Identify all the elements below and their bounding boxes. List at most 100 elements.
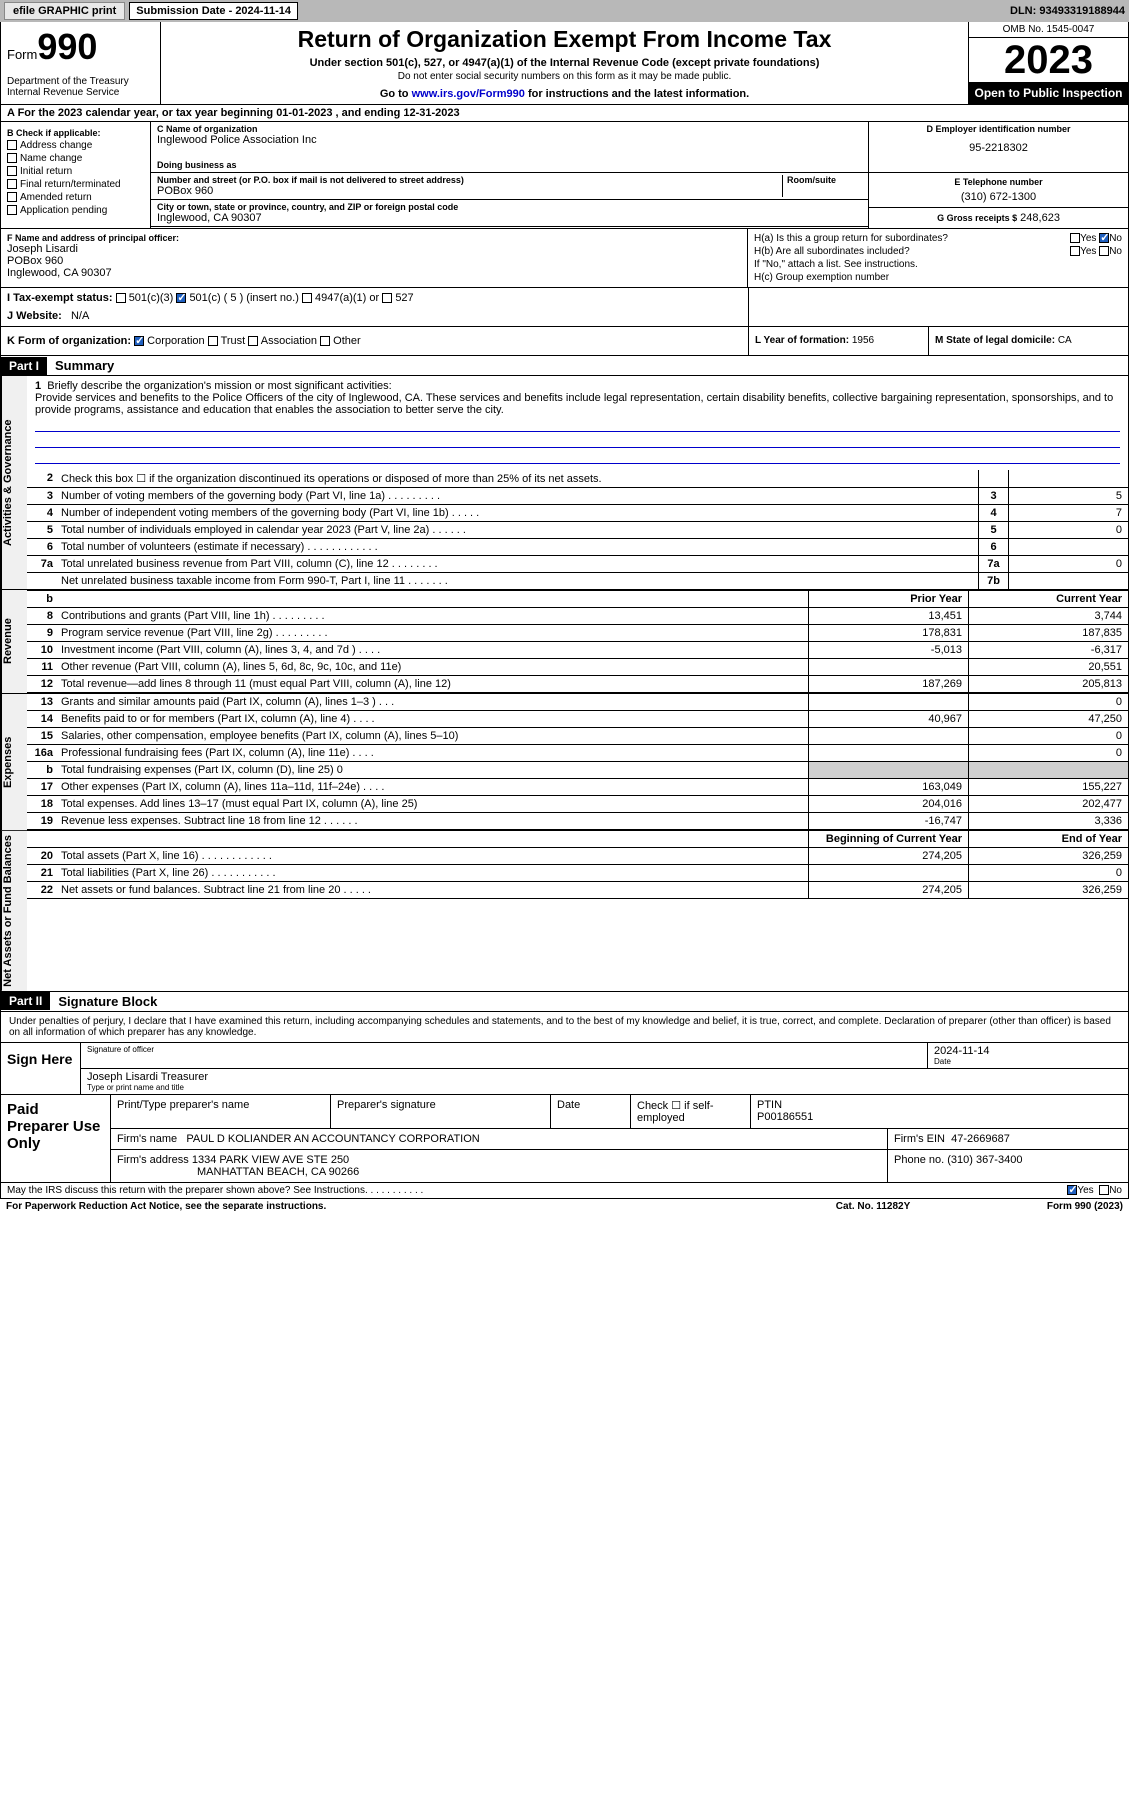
section-fh: F Name and address of principal officer:…	[0, 229, 1129, 288]
mission-row: 1 Briefly describe the organization's mi…	[27, 376, 1128, 470]
gross-value: 248,623	[1020, 212, 1060, 224]
prep-phone: (310) 367-3400	[947, 1154, 1022, 1166]
gov-row: 7aTotal unrelated business revenue from …	[27, 556, 1128, 573]
bottom-row: For Paperwork Reduction Act Notice, see …	[0, 1199, 1129, 1214]
dba-label: Doing business as	[157, 160, 862, 170]
sig-officer-label: Signature of officer	[87, 1045, 921, 1054]
firm-addr2: MANHATTAN BEACH, CA 90266	[197, 1166, 359, 1178]
firm-ein: 47-2669687	[951, 1133, 1010, 1145]
gov-row: 6Total number of volunteers (estimate if…	[27, 539, 1128, 556]
perjury-declaration: Under penalties of perjury, I declare th…	[1, 1012, 1128, 1042]
firm-name-label: Firm's name	[117, 1133, 177, 1145]
self-emp-label: Check ☐ if self-employed	[637, 1099, 744, 1124]
col-b-header: B Check if applicable:	[7, 128, 144, 138]
chk-address-change[interactable]: Address change	[7, 140, 144, 151]
begin-year-hdr: Beginning of Current Year	[808, 831, 968, 847]
cat-no: Cat. No. 11282Y	[773, 1201, 973, 1212]
form-number: Form990	[7, 26, 154, 68]
data-row: 10Investment income (Part VIII, column (…	[27, 642, 1128, 659]
prep-date-label: Date	[557, 1099, 624, 1111]
gov-row: 3Number of voting members of the governi…	[27, 488, 1128, 505]
city-label: City or town, state or province, country…	[157, 202, 862, 212]
chk-final-return[interactable]: Final return/terminated	[7, 179, 144, 190]
firm-addr-label: Firm's address	[117, 1154, 189, 1166]
room-label: Room/suite	[787, 175, 862, 185]
officer-label: F Name and address of principal officer:	[7, 233, 741, 243]
501c-checked	[176, 293, 186, 303]
corp-checked	[134, 336, 144, 346]
ptin-label: PTIN	[757, 1099, 1122, 1111]
goto-text: Go to www.irs.gov/Form990 for instructio…	[165, 88, 964, 100]
top-bar: efile GRAPHIC print Submission Date - 20…	[0, 0, 1129, 22]
k-form-org: K Form of organization: Corporation Trus…	[1, 327, 748, 355]
dept-treasury: Department of the Treasury Internal Reve…	[7, 76, 154, 98]
m-state: M State of legal domicile: CA	[928, 327, 1128, 355]
org-name-label: C Name of organization	[157, 124, 862, 134]
ein-value: 95-2218302	[875, 142, 1122, 154]
sig-date-label: Date	[934, 1057, 1122, 1066]
data-row: 16aProfessional fundraising fees (Part I…	[27, 745, 1128, 762]
side-revenue: Revenue	[1, 590, 27, 693]
org-name: Inglewood Police Association Inc	[157, 134, 862, 146]
form-ref: Form 990 (2023)	[973, 1201, 1123, 1212]
firm-ein-label: Firm's EIN	[894, 1133, 945, 1145]
tax-year: 2023	[969, 38, 1128, 82]
part1-header: Part I Summary	[0, 356, 1129, 376]
addr-label: Number and street (or P.O. box if mail i…	[157, 175, 782, 185]
h-b: H(b) Are all subordinates included? Yes …	[754, 246, 1122, 257]
gross-label: G Gross receipts $	[937, 213, 1017, 223]
data-row: bTotal fundraising expenses (Part IX, co…	[27, 762, 1128, 779]
dln: DLN: 93493319188944	[1010, 5, 1125, 17]
chk-initial-return[interactable]: Initial return	[7, 166, 144, 177]
firm-name: PAUL D KOLIANDER AN ACCOUNTANCY CORPORAT…	[186, 1133, 479, 1145]
discuss-row: May the IRS discuss this return with the…	[0, 1183, 1129, 1199]
irs-link[interactable]: www.irs.gov/Form990	[412, 88, 525, 100]
part2-header: Part II Signature Block	[0, 992, 1129, 1012]
h-c: H(c) Group exemption number	[754, 272, 1122, 283]
revenue-block: Revenue b Prior Year Current Year 8Contr…	[0, 590, 1129, 694]
section-klm: K Form of organization: Corporation Trus…	[0, 327, 1129, 356]
signature-block: Under penalties of perjury, I declare th…	[0, 1012, 1129, 1183]
l-year-formation: L Year of formation: 1956	[748, 327, 928, 355]
side-governance: Activities & Governance	[1, 376, 27, 589]
row-a-tax-year: A For the 2023 calendar year, or tax yea…	[0, 105, 1129, 122]
efile-print-button[interactable]: efile GRAPHIC print	[4, 2, 125, 20]
type-name-label: Type or print name and title	[87, 1083, 1122, 1092]
chk-name-change[interactable]: Name change	[7, 153, 144, 164]
chk-app-pending[interactable]: Application pending	[7, 205, 144, 216]
sign-here-label: Sign Here	[1, 1043, 81, 1094]
city-value: Inglewood, CA 90307	[157, 212, 862, 224]
data-row: 13Grants and similar amounts paid (Part …	[27, 694, 1128, 711]
data-row: 14Benefits paid to or for members (Part …	[27, 711, 1128, 728]
data-row: 11Other revenue (Part VIII, column (A), …	[27, 659, 1128, 676]
ptin-value: P00186551	[757, 1111, 1122, 1123]
data-row: 22Net assets or fund balances. Subtract …	[27, 882, 1128, 899]
end-year-hdr: End of Year	[968, 831, 1128, 847]
phone-label: E Telephone number	[875, 177, 1122, 187]
section-bcd: B Check if applicable: Address change Na…	[0, 122, 1129, 229]
section-ij: I Tax-exempt status: 501(c)(3) 501(c) ( …	[0, 288, 1129, 327]
data-row: 12Total revenue—add lines 8 through 11 (…	[27, 676, 1128, 693]
form-title: Return of Organization Exempt From Incom…	[165, 26, 964, 53]
paid-preparer-label: Paid Preparer Use Only	[1, 1095, 111, 1182]
ha-no-checked	[1099, 233, 1109, 243]
tax-status-row: I Tax-exempt status: 501(c)(3) 501(c) ( …	[7, 292, 742, 304]
data-row: 17Other expenses (Part IX, column (A), l…	[27, 779, 1128, 796]
data-row: 8Contributions and grants (Part VIII, li…	[27, 608, 1128, 625]
expenses-block: Expenses 13Grants and similar amounts pa…	[0, 694, 1129, 831]
prep-phone-label: Phone no.	[894, 1154, 944, 1166]
print-name-label: Print/Type preparer's name	[117, 1099, 324, 1111]
chk-amended-return[interactable]: Amended return	[7, 192, 144, 203]
data-row: 19Revenue less expenses. Subtract line 1…	[27, 813, 1128, 830]
phone-value: (310) 672-1300	[875, 191, 1122, 203]
row-b: b	[27, 591, 57, 607]
firm-addr1: 1334 PARK VIEW AVE STE 250	[192, 1154, 349, 1166]
form-subtitle: Under section 501(c), 527, or 4947(a)(1)…	[165, 57, 964, 69]
submission-date: Submission Date - 2024-11-14	[129, 2, 298, 20]
gov-row: 4Number of independent voting members of…	[27, 505, 1128, 522]
h-b-note: If "No," attach a list. See instructions…	[754, 259, 1122, 270]
prior-year-hdr: Prior Year	[808, 591, 968, 607]
addr-value: POBox 960	[157, 185, 782, 197]
side-netassets: Net Assets or Fund Balances	[1, 831, 27, 991]
data-row: 20Total assets (Part X, line 16) . . . .…	[27, 848, 1128, 865]
